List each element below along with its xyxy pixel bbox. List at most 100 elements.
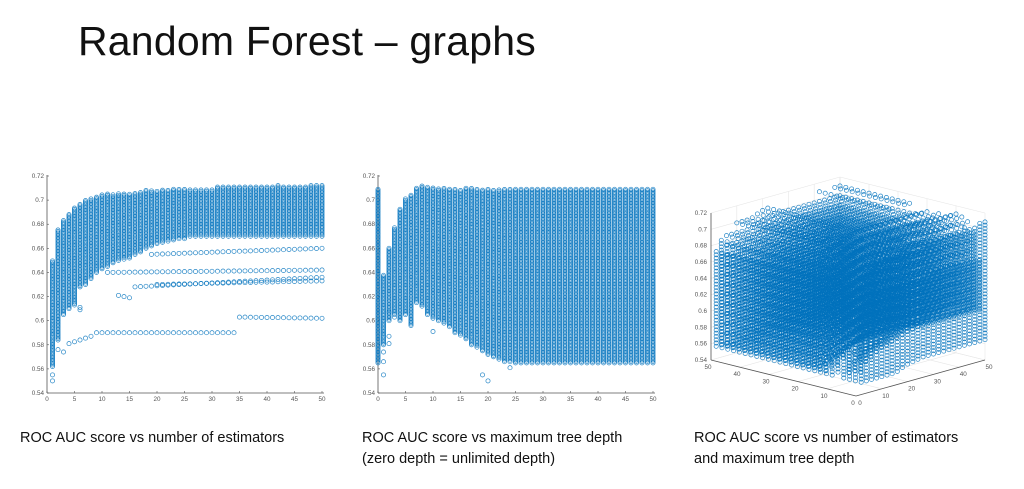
data-point (66, 341, 72, 347)
data-point (204, 280, 209, 286)
data-point (110, 269, 116, 275)
data-point (198, 330, 204, 336)
data-point (237, 248, 242, 254)
x-tick-label: 5 (73, 396, 77, 403)
data-point (182, 330, 187, 336)
data-point (149, 330, 154, 336)
data-point (281, 315, 286, 321)
data-point (127, 269, 132, 275)
data-point (105, 330, 110, 336)
data-point (176, 330, 182, 336)
data-point (116, 269, 121, 275)
data-point (314, 267, 319, 273)
x-tick-label: 45 (291, 396, 299, 403)
x-tick-label: 50 (318, 396, 326, 403)
y-tick-label: 0.66 (32, 245, 45, 252)
data-point (264, 268, 270, 274)
y-tick-label: 0.58 (32, 342, 45, 349)
data-point (220, 268, 226, 274)
data-point (237, 268, 242, 274)
data-point (88, 196, 94, 202)
data-point (187, 269, 193, 274)
data-point (292, 279, 297, 284)
data-point (83, 198, 88, 204)
data-point (116, 292, 121, 298)
data-point (248, 268, 253, 274)
data-point (165, 330, 171, 336)
data-point (50, 259, 55, 265)
data-point (143, 330, 149, 336)
data-point (193, 281, 198, 287)
data-point (319, 315, 325, 321)
data-point (132, 330, 138, 336)
data-point (88, 197, 94, 203)
x-tick-label: 30 (539, 396, 547, 403)
data-point (83, 335, 88, 341)
data-point (176, 269, 182, 275)
data-point (297, 278, 303, 284)
data-point (242, 268, 248, 274)
y-tick-label: 0.54 (32, 390, 45, 397)
x-tick-label: 50 (649, 396, 657, 403)
data-point (72, 339, 77, 345)
data-point (72, 207, 77, 212)
data-point (226, 249, 231, 255)
x-tick-label: 20 (153, 396, 161, 403)
data-point (270, 315, 275, 320)
slide-title: Random Forest – graphs (78, 18, 536, 64)
data-point (264, 247, 270, 253)
data-point (308, 267, 314, 273)
data-point (193, 269, 198, 274)
data-point (275, 247, 281, 253)
data-point (270, 247, 275, 253)
data-point (270, 268, 275, 274)
x-tick-label: 35 (567, 396, 575, 403)
y-tick-label: 0.54 (363, 390, 376, 397)
data-point (220, 249, 226, 255)
x-tick-label: 45 (622, 396, 630, 403)
x-tick-label: 15 (126, 396, 134, 403)
x-tick-label: 25 (512, 396, 520, 403)
data-point (83, 201, 88, 206)
data-point (182, 250, 187, 256)
data-point (231, 248, 237, 254)
data-point (154, 330, 160, 336)
x-tick-label: 10 (98, 396, 106, 403)
data-point (303, 246, 308, 252)
data-point (165, 269, 171, 275)
y-tick-label: 0.64 (32, 269, 45, 276)
data-point (160, 251, 165, 257)
data-point (138, 269, 143, 275)
x-tick-label: 5 (404, 396, 408, 403)
data-point (215, 249, 220, 255)
data-point (127, 330, 132, 336)
data-point (231, 268, 237, 274)
x-tick-label: 25 (181, 396, 189, 403)
data-point (127, 295, 132, 301)
data-point (94, 197, 99, 203)
data-point (314, 315, 319, 321)
x-tick-label: 40 (594, 396, 602, 403)
y-tick-label: 0.72 (363, 173, 376, 180)
y-tick-label: 0.56 (363, 366, 376, 373)
data-point (297, 315, 303, 321)
data-point (66, 212, 72, 218)
data-point (149, 283, 154, 289)
x-tick-label: 30 (208, 396, 216, 403)
data-point (264, 315, 270, 320)
data-point (292, 267, 297, 273)
data-point (176, 250, 182, 256)
data-point (248, 314, 253, 320)
data-point (138, 330, 143, 336)
data-point (286, 315, 292, 321)
data-point (286, 267, 292, 273)
y-tick-label: 0.6 (366, 318, 375, 325)
data-point (77, 337, 83, 343)
data-point (132, 269, 138, 275)
data-point (237, 314, 242, 320)
data-point (182, 269, 187, 275)
data-point (319, 267, 325, 273)
data-point (55, 347, 61, 353)
data-point (187, 330, 193, 336)
data-point (171, 269, 176, 275)
